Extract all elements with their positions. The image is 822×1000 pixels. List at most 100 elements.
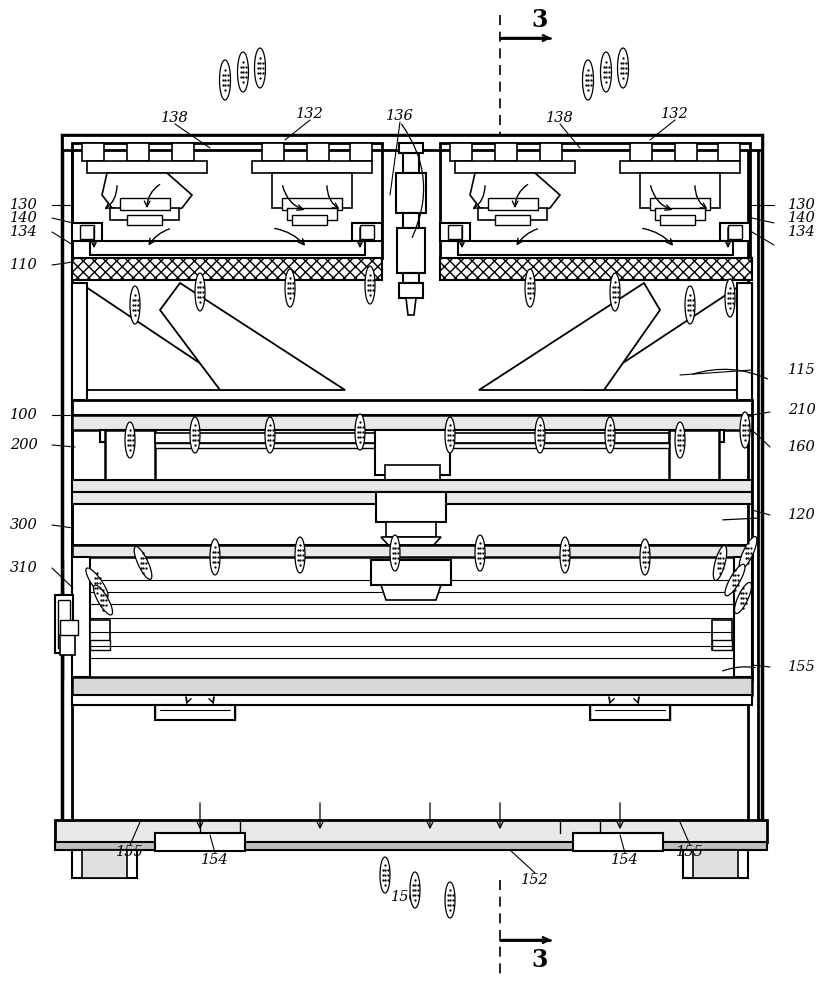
Bar: [693, 850, 738, 878]
Bar: [72, 258, 382, 280]
Text: 155: 155: [116, 845, 144, 859]
Polygon shape: [535, 417, 545, 453]
Polygon shape: [210, 539, 220, 575]
Text: 160: 160: [788, 440, 815, 454]
Polygon shape: [725, 564, 745, 596]
Bar: [375, 430, 450, 475]
Bar: [82, 850, 127, 878]
Bar: [620, 161, 740, 173]
Bar: [448, 225, 462, 239]
Polygon shape: [640, 539, 650, 575]
Bar: [399, 283, 423, 298]
Bar: [127, 143, 149, 161]
Polygon shape: [285, 269, 295, 307]
Bar: [360, 225, 374, 239]
Bar: [640, 173, 720, 208]
Text: 100: 100: [10, 408, 38, 422]
Bar: [292, 215, 327, 225]
Polygon shape: [740, 412, 750, 448]
Bar: [155, 443, 669, 448]
Polygon shape: [525, 269, 535, 307]
Text: 155: 155: [677, 845, 704, 859]
Polygon shape: [583, 60, 593, 100]
Bar: [172, 143, 194, 161]
Bar: [60, 620, 78, 635]
Polygon shape: [195, 273, 205, 311]
Bar: [72, 415, 752, 430]
Text: 300: 300: [10, 518, 38, 532]
Bar: [72, 143, 382, 258]
Bar: [385, 465, 440, 483]
Bar: [720, 223, 750, 241]
Bar: [403, 213, 419, 228]
Bar: [60, 635, 75, 655]
Bar: [458, 241, 733, 255]
Bar: [495, 215, 530, 225]
Bar: [712, 640, 732, 650]
Bar: [155, 705, 235, 720]
Polygon shape: [685, 286, 695, 324]
Bar: [55, 595, 73, 653]
Bar: [282, 198, 342, 210]
Polygon shape: [470, 173, 560, 215]
Polygon shape: [190, 417, 200, 453]
Bar: [352, 223, 382, 241]
Polygon shape: [238, 52, 248, 92]
Polygon shape: [160, 283, 345, 390]
Polygon shape: [617, 48, 629, 88]
Text: 150: 150: [391, 890, 419, 904]
Bar: [55, 842, 767, 850]
Bar: [155, 433, 669, 443]
Bar: [82, 143, 104, 161]
Text: 155: 155: [788, 660, 815, 674]
Bar: [72, 545, 752, 557]
Polygon shape: [355, 414, 365, 450]
Bar: [573, 833, 663, 851]
Bar: [62, 135, 762, 150]
Text: 138: 138: [161, 111, 189, 125]
Text: 134: 134: [10, 225, 38, 239]
Bar: [58, 600, 70, 648]
Polygon shape: [675, 422, 685, 458]
Bar: [72, 283, 87, 400]
Bar: [650, 198, 710, 210]
Bar: [110, 208, 179, 220]
Text: 154: 154: [611, 853, 639, 867]
Bar: [72, 480, 752, 492]
Text: 132: 132: [661, 107, 689, 121]
Bar: [72, 695, 752, 705]
Bar: [272, 173, 352, 208]
Polygon shape: [735, 582, 751, 614]
Polygon shape: [134, 547, 152, 579]
Bar: [440, 143, 750, 258]
Polygon shape: [475, 535, 485, 571]
Bar: [403, 153, 419, 173]
Text: 3: 3: [532, 948, 548, 972]
Polygon shape: [605, 417, 615, 453]
Polygon shape: [265, 417, 275, 453]
Bar: [90, 241, 365, 255]
Text: 120: 120: [788, 508, 815, 522]
Bar: [62, 828, 762, 845]
Polygon shape: [560, 537, 570, 573]
Bar: [72, 545, 752, 680]
Bar: [737, 283, 752, 400]
Text: 110: 110: [10, 258, 38, 272]
Bar: [120, 198, 170, 210]
Bar: [488, 198, 538, 210]
Polygon shape: [295, 537, 305, 573]
Bar: [90, 640, 110, 650]
Bar: [262, 143, 284, 161]
Bar: [100, 430, 724, 442]
Bar: [72, 677, 752, 695]
Polygon shape: [381, 585, 441, 600]
Polygon shape: [380, 857, 390, 893]
Bar: [403, 273, 419, 283]
Text: 210: 210: [788, 403, 815, 417]
Bar: [683, 850, 748, 878]
Bar: [72, 400, 752, 415]
Text: 130: 130: [10, 198, 38, 212]
Polygon shape: [80, 283, 240, 390]
Polygon shape: [610, 273, 620, 311]
Polygon shape: [601, 52, 612, 92]
